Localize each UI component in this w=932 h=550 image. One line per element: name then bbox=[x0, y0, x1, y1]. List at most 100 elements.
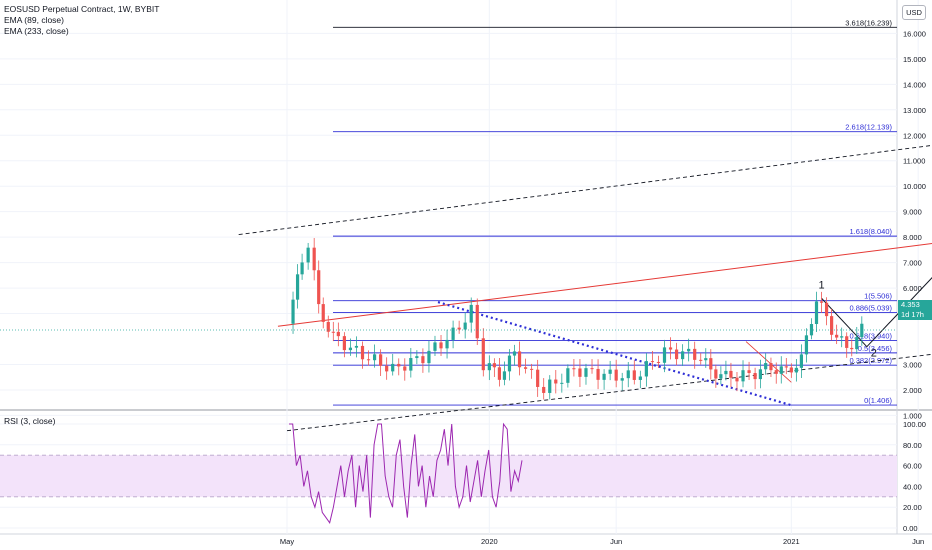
price-tick-label: 12.000 bbox=[903, 131, 926, 140]
candle-body bbox=[809, 324, 814, 336]
candle-body bbox=[681, 351, 685, 360]
candle-body bbox=[554, 379, 558, 384]
time-tick-label: May bbox=[280, 537, 294, 546]
candle-body bbox=[709, 358, 713, 370]
candle-body bbox=[753, 373, 757, 380]
candle-body bbox=[626, 370, 630, 379]
last-price-tag: 4.353 1d 17h bbox=[898, 300, 932, 320]
candle-body bbox=[366, 359, 371, 361]
candle-body bbox=[764, 363, 768, 370]
fib-levels: 3.618(16.239) 2.618(12.139) 1.618(8.040) 1(… bbox=[333, 18, 897, 406]
candle-body bbox=[502, 371, 507, 380]
price-tick-label: 10.000 bbox=[903, 182, 926, 191]
candle-body bbox=[536, 369, 540, 387]
candle-body bbox=[492, 363, 496, 368]
candle-body bbox=[845, 336, 849, 348]
candle-body bbox=[497, 367, 502, 380]
ema-89-legend[interactable]: EMA (89, close) bbox=[4, 15, 64, 25]
wave-projection bbox=[821, 276, 932, 348]
price-tick-label: 8.000 bbox=[903, 233, 922, 242]
candle-body bbox=[439, 342, 443, 349]
chart-grid bbox=[0, 0, 932, 535]
candle-body bbox=[769, 363, 773, 371]
dotted-downtrend-line bbox=[437, 301, 792, 407]
fib-label: 3.618(16.239) bbox=[845, 18, 892, 27]
price-tick-label: 3.000 bbox=[903, 360, 922, 369]
candle-body bbox=[774, 370, 778, 374]
price-axis: 16.000 15.000 14.000 13.000 12.000 11.000 10.0… bbox=[903, 29, 926, 533]
rsi-tick-label: 40.00 bbox=[903, 482, 922, 491]
candle-body bbox=[379, 354, 383, 366]
candle-body bbox=[850, 347, 854, 350]
rsi-tick-label: 80.00 bbox=[903, 441, 922, 450]
time-tick-label: Jun bbox=[912, 537, 924, 546]
candle-body bbox=[714, 369, 718, 379]
candle-body bbox=[638, 376, 642, 380]
candle-body bbox=[602, 373, 606, 380]
wave-label-1: 1 bbox=[818, 279, 824, 291]
candle-body bbox=[354, 345, 359, 348]
candle-body bbox=[372, 354, 377, 361]
ema-233-legend[interactable]: EMA (233, close) bbox=[4, 26, 69, 36]
fib-label: 0.382(2.972) bbox=[849, 356, 892, 365]
candle-body bbox=[784, 366, 788, 368]
fib-label: 2.618(12.139) bbox=[845, 123, 892, 132]
rsi-tick-label: 0.00 bbox=[903, 524, 918, 533]
candle-body bbox=[840, 336, 844, 338]
fib-label: 0(1.406) bbox=[864, 396, 892, 405]
candle-body bbox=[794, 367, 798, 373]
candle-body bbox=[674, 349, 679, 360]
candle-body bbox=[632, 370, 636, 380]
candle-body bbox=[830, 316, 834, 335]
candle-body bbox=[824, 302, 829, 317]
price-tick-label: 16.000 bbox=[903, 29, 926, 38]
candle-body bbox=[747, 370, 751, 374]
candle-body bbox=[481, 338, 485, 371]
price-tick-label: 15.000 bbox=[903, 55, 926, 64]
candle-body bbox=[445, 339, 449, 349]
candle-body bbox=[475, 304, 479, 339]
candle-body bbox=[814, 301, 819, 325]
candle-body bbox=[835, 334, 839, 338]
candle-body bbox=[724, 370, 728, 375]
candle-body bbox=[687, 348, 691, 352]
candle-body bbox=[719, 374, 723, 379]
candle-body bbox=[317, 270, 321, 305]
wave-labels: 12345 bbox=[818, 279, 876, 359]
price-tick-label: 11.000 bbox=[903, 157, 925, 166]
candle-body bbox=[741, 370, 745, 382]
candle-body bbox=[693, 348, 697, 360]
time-tick-label: Jun bbox=[610, 537, 622, 546]
candle-body bbox=[614, 369, 618, 381]
rsi-series bbox=[289, 422, 523, 524]
candle-body bbox=[463, 322, 467, 330]
candle-body bbox=[620, 378, 624, 381]
candle-body bbox=[548, 379, 552, 393]
rsi-legend[interactable]: RSI (3, close) bbox=[4, 416, 56, 426]
candle-body bbox=[331, 331, 335, 333]
candle-body bbox=[507, 355, 512, 372]
fib-label: 0.886(5.039) bbox=[849, 304, 892, 313]
rsi-tick-label: 20.00 bbox=[903, 503, 922, 512]
fib-label: 0.5(3.456) bbox=[858, 344, 893, 353]
candle-body bbox=[391, 363, 395, 372]
price-series bbox=[0, 238, 897, 400]
price-tick-label: 6.000 bbox=[903, 284, 922, 293]
candle-body bbox=[397, 363, 401, 367]
candle-body bbox=[779, 366, 783, 374]
price-tick-label: 9.000 bbox=[903, 208, 922, 217]
candle-body bbox=[860, 323, 864, 338]
price-tick-label: 13.000 bbox=[903, 106, 926, 115]
currency-button[interactable]: USD bbox=[902, 5, 926, 20]
candle-body bbox=[403, 366, 407, 371]
candle-body bbox=[517, 351, 522, 368]
bar-countdown: 1d 17h bbox=[901, 310, 924, 319]
small-red-line bbox=[745, 341, 792, 383]
candle-body bbox=[758, 369, 762, 380]
candle-body bbox=[523, 367, 528, 369]
candle-body bbox=[578, 368, 582, 377]
candle-body bbox=[662, 347, 667, 363]
time-tick-label: 2021 bbox=[783, 537, 800, 546]
rsi-tick-label: 100.00 bbox=[903, 420, 926, 429]
